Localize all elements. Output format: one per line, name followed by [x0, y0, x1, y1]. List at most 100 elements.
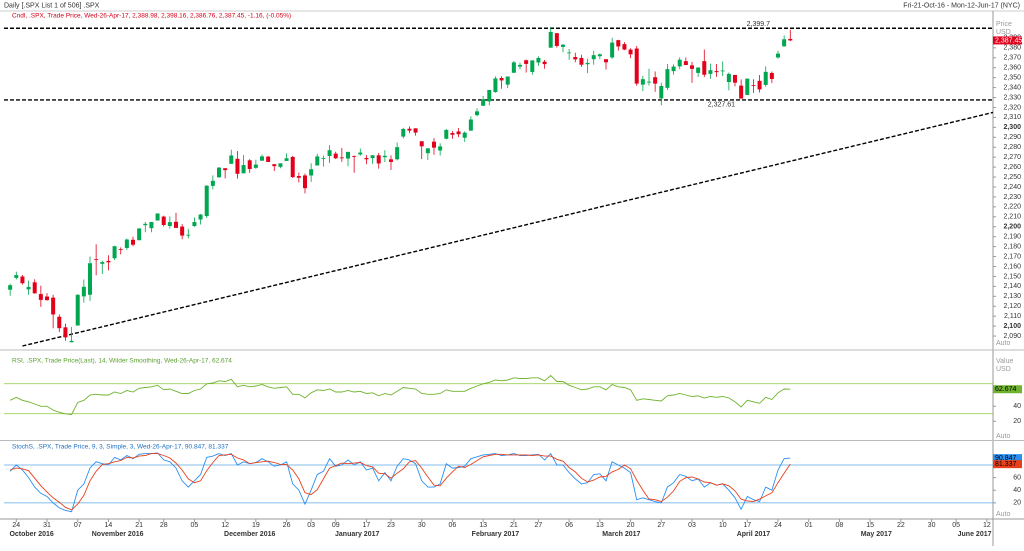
candle-body	[751, 85, 756, 86]
y-tick-label: 2,090	[1003, 333, 1021, 340]
x-tick-label: 31	[43, 522, 51, 529]
candle-body	[597, 54, 602, 57]
series-line	[9, 452, 791, 513]
y-tick-label: 2,170	[1003, 253, 1021, 260]
x-tick-label: 26	[283, 522, 291, 529]
x-tick-label: 08	[836, 522, 844, 529]
candle-body	[554, 33, 559, 46]
candle-body	[278, 163, 283, 167]
candle-body	[376, 155, 381, 164]
candle-body	[647, 81, 651, 83]
candle-body	[241, 165, 246, 174]
y-tick-label: 2,190	[1003, 234, 1021, 241]
candle-body	[419, 141, 424, 147]
x-tick-label: 27	[657, 522, 665, 529]
candle-body	[634, 48, 639, 84]
candle-body	[524, 60, 529, 64]
last-value-box	[993, 460, 1022, 469]
candle-body	[180, 226, 185, 236]
candle-body	[401, 128, 406, 137]
x-tick-label: 03	[307, 522, 315, 529]
candle-body	[475, 111, 479, 116]
candle-body	[413, 128, 418, 133]
candle-body	[69, 340, 74, 343]
month-label: March 2017	[602, 531, 640, 538]
candle-body	[499, 78, 504, 81]
axis-mode: Auto	[996, 433, 1011, 440]
y-tick-label: 2,310	[1003, 114, 1021, 121]
candle-body	[100, 262, 105, 264]
candle-body	[444, 129, 449, 139]
y-tick-label: 2,200	[1003, 224, 1021, 231]
y-tick-label: 2,140	[1003, 283, 1021, 290]
last-value-label: 62.674	[995, 386, 1017, 393]
candle-body	[604, 59, 608, 63]
candle-body	[395, 147, 400, 160]
candle-body	[659, 86, 664, 99]
candle-body	[161, 216, 166, 226]
candle-legend: Cndl, .SPX, Trade Price, Wed-26-Apr-17, …	[12, 13, 291, 20]
month-label: June 2017	[958, 531, 992, 538]
month-label: December 2016	[224, 531, 275, 538]
y-tick-label: 2,290	[1003, 134, 1021, 141]
axis-mode: Auto	[996, 340, 1011, 347]
candle-body	[487, 89, 492, 102]
candle-body	[51, 297, 56, 315]
candle-body	[131, 239, 135, 245]
candle-body	[708, 70, 713, 74]
x-tick-label: 03	[688, 522, 696, 529]
x-tick-label: 28	[160, 522, 168, 529]
candle-body	[720, 70, 725, 72]
candle-body	[260, 156, 264, 161]
last-value-label: 90.847	[995, 455, 1017, 462]
candle-body	[610, 42, 615, 58]
y-tick-label: 2,270	[1003, 154, 1021, 161]
x-tick-label: 05	[191, 522, 199, 529]
month-label: May 2017	[861, 531, 892, 538]
last-value-box	[993, 454, 1022, 463]
x-tick-label: 24	[12, 522, 20, 529]
candle-body	[456, 131, 461, 135]
series-line	[9, 374, 791, 415]
y-tick-label: 40	[1013, 487, 1021, 494]
candle-body	[296, 176, 301, 178]
y-tick-label: 2,120	[1003, 303, 1021, 310]
candle-body	[149, 222, 154, 229]
candle-body	[438, 146, 443, 151]
y-tick-label: 2,260	[1003, 164, 1021, 171]
candle-body	[370, 155, 375, 159]
candle-body	[579, 57, 584, 65]
x-tick-label: 22	[897, 522, 905, 529]
candle-body	[118, 249, 123, 250]
y-tick-label: 2,150	[1003, 273, 1021, 280]
y-tick-label: 2,230	[1003, 194, 1021, 201]
y-tick-label: 2,380	[1003, 45, 1021, 52]
candle-body	[229, 155, 234, 164]
level-label: 2,399.7	[747, 21, 770, 28]
y-tick-label: 20	[1013, 418, 1021, 425]
candle-body	[690, 65, 694, 69]
y-tick-label: 2,100	[1003, 323, 1021, 330]
y-tick-label: 2,220	[1003, 204, 1021, 211]
axis-unit: USD	[996, 366, 1011, 373]
candle-body	[653, 77, 658, 84]
candle-body	[155, 213, 160, 221]
candle-body	[198, 214, 203, 220]
x-tick-label: 21	[510, 522, 518, 529]
candle-body	[714, 71, 719, 73]
y-tick-label: 2,240	[1003, 184, 1021, 191]
y-tick-label: 2,300	[1003, 124, 1021, 131]
candle-body	[333, 153, 338, 159]
candle-body	[518, 64, 522, 67]
axis-title: Price	[996, 21, 1012, 28]
last-value-box	[993, 36, 1022, 45]
month-label: November 2016	[92, 531, 144, 538]
y-tick-label: 2,210	[1003, 214, 1021, 221]
candle-body	[217, 167, 221, 178]
candle-body	[81, 286, 86, 297]
y-tick-label: 2,180	[1003, 243, 1021, 250]
axis-mode: Auto	[996, 511, 1011, 518]
candle-body	[640, 79, 645, 85]
candle-body	[112, 246, 117, 259]
candle-body	[591, 55, 596, 60]
